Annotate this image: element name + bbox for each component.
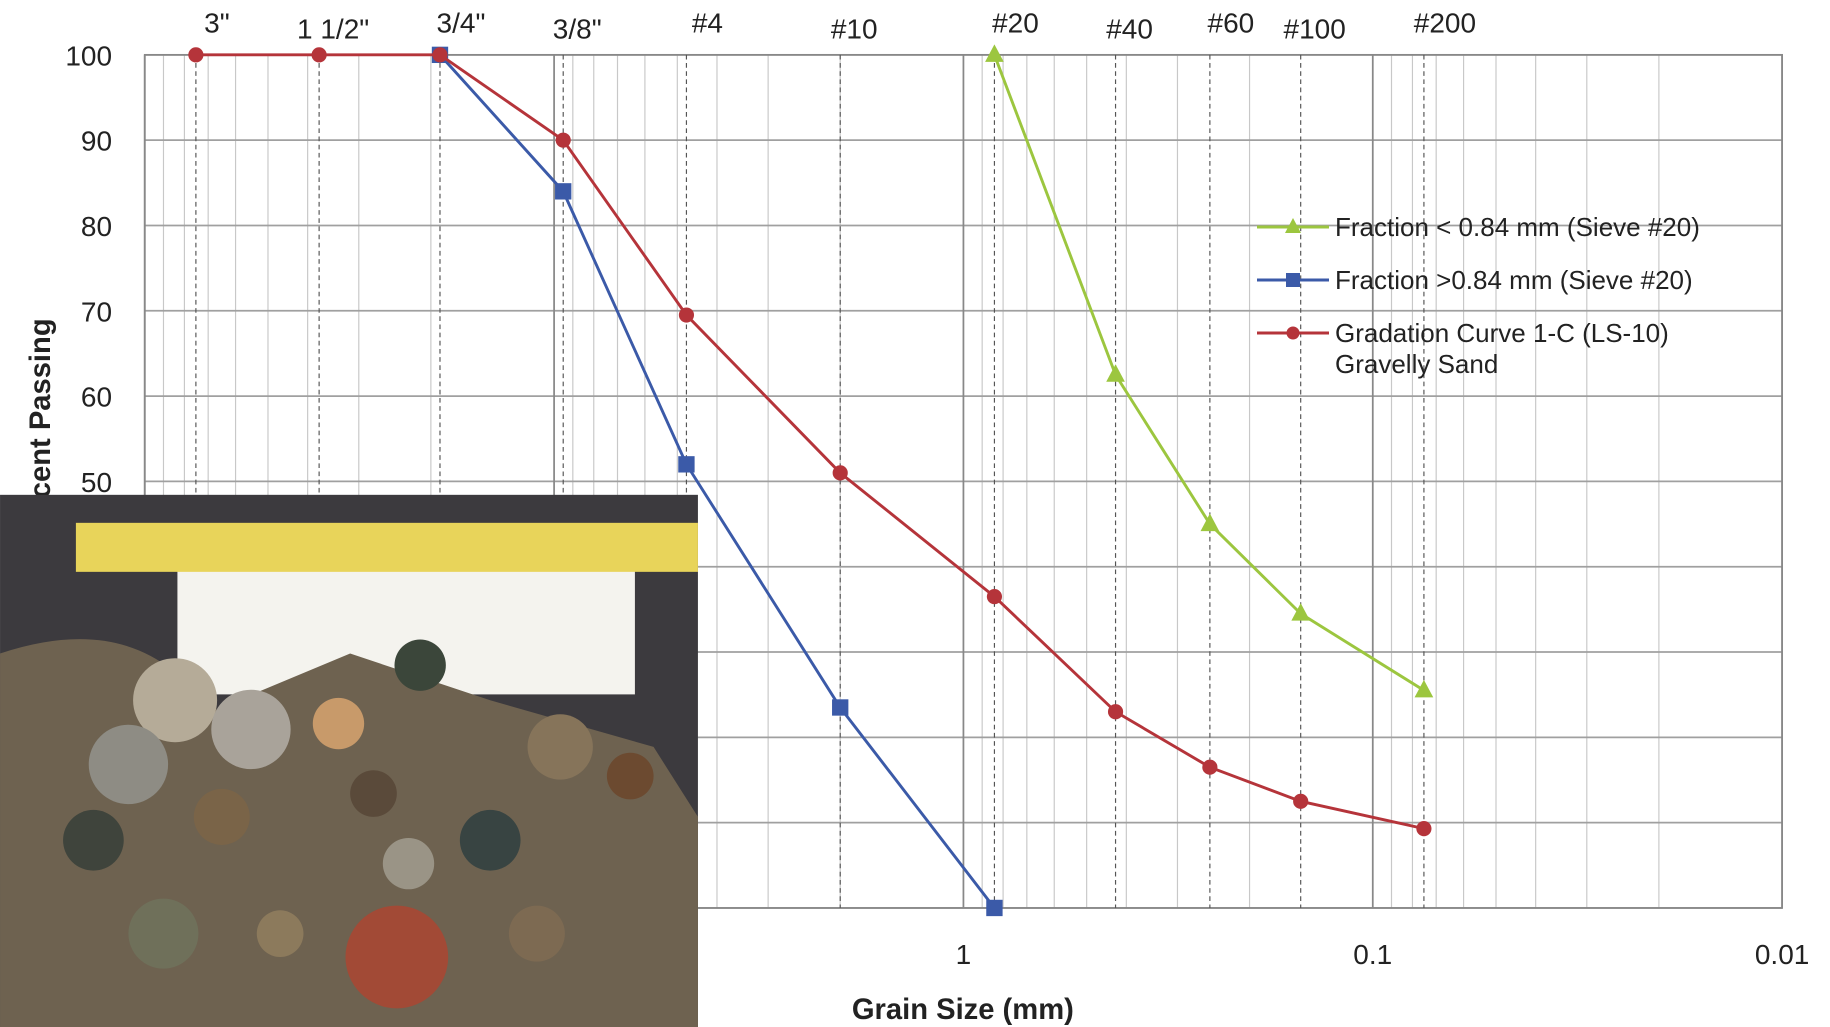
point: [432, 47, 447, 62]
y-tick-label: 80: [81, 211, 112, 242]
sieve-label: #20: [992, 8, 1039, 39]
legend-swatch: [1255, 214, 1335, 240]
point: [312, 47, 327, 62]
point: [678, 456, 694, 472]
point: [1416, 821, 1431, 836]
sieve-label: 3/8": [553, 14, 602, 45]
point: [555, 183, 571, 199]
sieve-label: #200: [1414, 8, 1476, 39]
y-tick-label: 100: [65, 40, 112, 71]
point: [986, 900, 1002, 916]
y-tick-label: 70: [81, 296, 112, 327]
sieve-label: #40: [1106, 14, 1153, 45]
y-tick-label: 90: [81, 126, 112, 157]
sieve-label: #4: [692, 8, 723, 39]
point: [1287, 327, 1300, 340]
point: [1415, 680, 1434, 698]
legend: Fraction < 0.84 mm (Sieve #20) Fraction >…: [1255, 212, 1735, 402]
legend-label: Fraction < 0.84 mm (Sieve #20): [1335, 212, 1735, 243]
point: [556, 133, 571, 148]
point: [1108, 704, 1123, 719]
point: [985, 44, 1004, 62]
page: 01020304050607080901001001010.10.013"1 1…: [0, 0, 1830, 1027]
point: [987, 589, 1002, 604]
legend-swatch: [1255, 267, 1335, 293]
y-tick-label: 60: [81, 382, 112, 413]
point: [1293, 794, 1308, 809]
legend-label: Gradation Curve 1-C (LS-10) Gravelly San…: [1335, 318, 1735, 380]
legend-entry: Fraction < 0.84 mm (Sieve #20): [1255, 212, 1735, 243]
legend-swatch: [1255, 320, 1335, 346]
x-tick-label: 0.01: [1755, 939, 1810, 970]
point: [1202, 760, 1217, 775]
point: [833, 465, 848, 480]
point: [1286, 273, 1300, 287]
sieve-label: #10: [831, 14, 878, 45]
x-tick-label: 0.1: [1353, 939, 1392, 970]
x-axis-label: Grain Size (mm): [852, 994, 1074, 1026]
sieve-label: #60: [1208, 8, 1255, 39]
legend-entry: Fraction >0.84 mm (Sieve #20): [1255, 265, 1735, 296]
point: [1106, 364, 1125, 382]
sieve-label: 3": [204, 8, 230, 39]
sieve-label: 3/4": [437, 8, 486, 39]
chart: 01020304050607080901001001010.10.013"1 1…: [0, 0, 1830, 1027]
photo: [0, 495, 698, 1027]
legend-entry: Gradation Curve 1-C (LS-10) Gravelly San…: [1255, 318, 1735, 380]
sieve-label: 1 1/2": [297, 14, 369, 45]
point: [679, 307, 694, 322]
point: [832, 699, 848, 715]
y-tick-label: 50: [81, 467, 112, 498]
x-tick-label: 1: [956, 939, 972, 970]
legend-label: Fraction >0.84 mm (Sieve #20): [1335, 265, 1735, 296]
point: [188, 47, 203, 62]
sieve-label: #100: [1284, 14, 1346, 45]
